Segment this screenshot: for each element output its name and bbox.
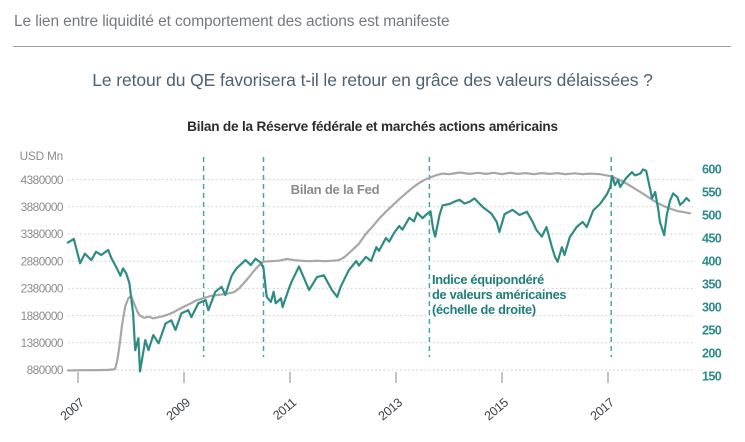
x-axis-tick: 2011 — [270, 395, 299, 422]
right-axis-tick: 550 — [702, 186, 722, 200]
left-axis-tick: 2880000 — [21, 254, 64, 268]
x-axis-tick: 2015 — [482, 395, 512, 423]
chart-title: Bilan de la Réserve fédérale et marchés … — [187, 119, 558, 134]
right-axis-tick: 500 — [702, 209, 722, 223]
left-axis-tick: 3880000 — [21, 200, 64, 214]
right-axis-tick: 350 — [702, 278, 722, 292]
left-axis-tick: 1880000 — [21, 309, 64, 323]
series-line-right — [66, 168, 691, 373]
right-axis-tick: 450 — [702, 232, 722, 246]
right-axis-tick: 400 — [702, 255, 722, 269]
header-divider — [13, 46, 731, 47]
x-axis-tick: 2017 — [588, 395, 618, 423]
x-axis-tick: 2007 — [58, 395, 88, 423]
left-axis-tick: 880000 — [27, 363, 64, 377]
page-subtitle: Le retour du QE favorisera t-il le retou… — [92, 70, 653, 90]
right-axis-tick: 600 — [702, 163, 722, 177]
series-line-left — [66, 171, 692, 372]
index-series-label-line2: de valeurs américaines — [432, 287, 567, 302]
fed-series-label: Bilan de la Fed — [290, 182, 380, 197]
index-series-label-line1: Indice équipondéré — [432, 272, 544, 287]
left-axis-tick: 3380000 — [21, 227, 64, 241]
x-axis-tick: 2013 — [376, 395, 406, 423]
left-axis-tick: 2380000 — [21, 282, 64, 296]
header-title: Le lien entre liquidité et comportement … — [14, 13, 450, 30]
right-axis-tick: 200 — [702, 347, 722, 361]
left-axis-tick: 1380000 — [21, 336, 64, 350]
x-axis-tick: 2009 — [164, 395, 194, 423]
right-axis-tick: 300 — [702, 301, 722, 315]
right-axis-tick: 150 — [702, 370, 722, 384]
index-series-label: Indice équipondéré de valeurs américaine… — [432, 272, 567, 317]
left-axis-unit-label: USD Mn — [20, 149, 63, 163]
left-axis-tick: 4380000 — [21, 173, 64, 187]
index-series-label-line3: (échelle de droite) — [432, 302, 536, 317]
right-axis-tick: 250 — [702, 324, 722, 338]
